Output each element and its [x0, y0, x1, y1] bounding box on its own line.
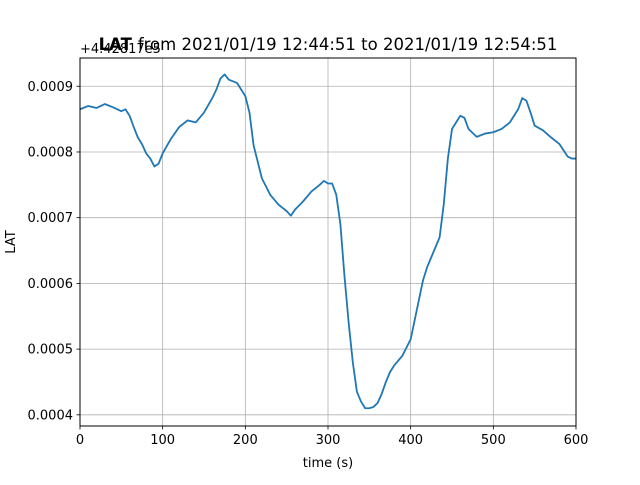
x-tick-label: 600	[564, 433, 589, 448]
grid-layer	[79, 58, 577, 426]
y-tick-label: 0.0007	[28, 211, 74, 226]
chart-title: LAT from 2021/01/19 12:44:51 to 2021/01/1…	[99, 35, 558, 54]
x-tick-label: 300	[316, 433, 341, 448]
lat-series-line	[79, 73, 576, 410]
x-tick-label: 0	[76, 433, 84, 448]
data-line-layer	[79, 73, 576, 410]
y-offset-label: +4.42817e5	[80, 42, 161, 57]
title-rest-part: from 2021/01/19 12:44:51 to 2021/01/19 1…	[138, 35, 558, 54]
x-tick-label: 200	[233, 433, 258, 448]
x-tick-label: 100	[150, 433, 175, 448]
y-tick-label: 0.0005	[28, 343, 74, 358]
x-tick-label: 500	[481, 433, 506, 448]
y-tick-label: 0.0009	[28, 80, 74, 95]
title-bold-part: LAT	[99, 35, 133, 54]
y-axis-label: LAT	[4, 230, 19, 253]
tick-layer: 0 100 200 300 400 500 600 0.0004 0.0005 0.0006 0.0…	[28, 80, 589, 448]
x-tick-label: 400	[398, 433, 423, 448]
y-tick-label: 0.0006	[28, 277, 74, 292]
y-tick-label: 0.0004	[28, 408, 74, 423]
y-tick-label: 0.0008	[28, 145, 74, 160]
x-axis-label: time (s)	[303, 456, 353, 471]
